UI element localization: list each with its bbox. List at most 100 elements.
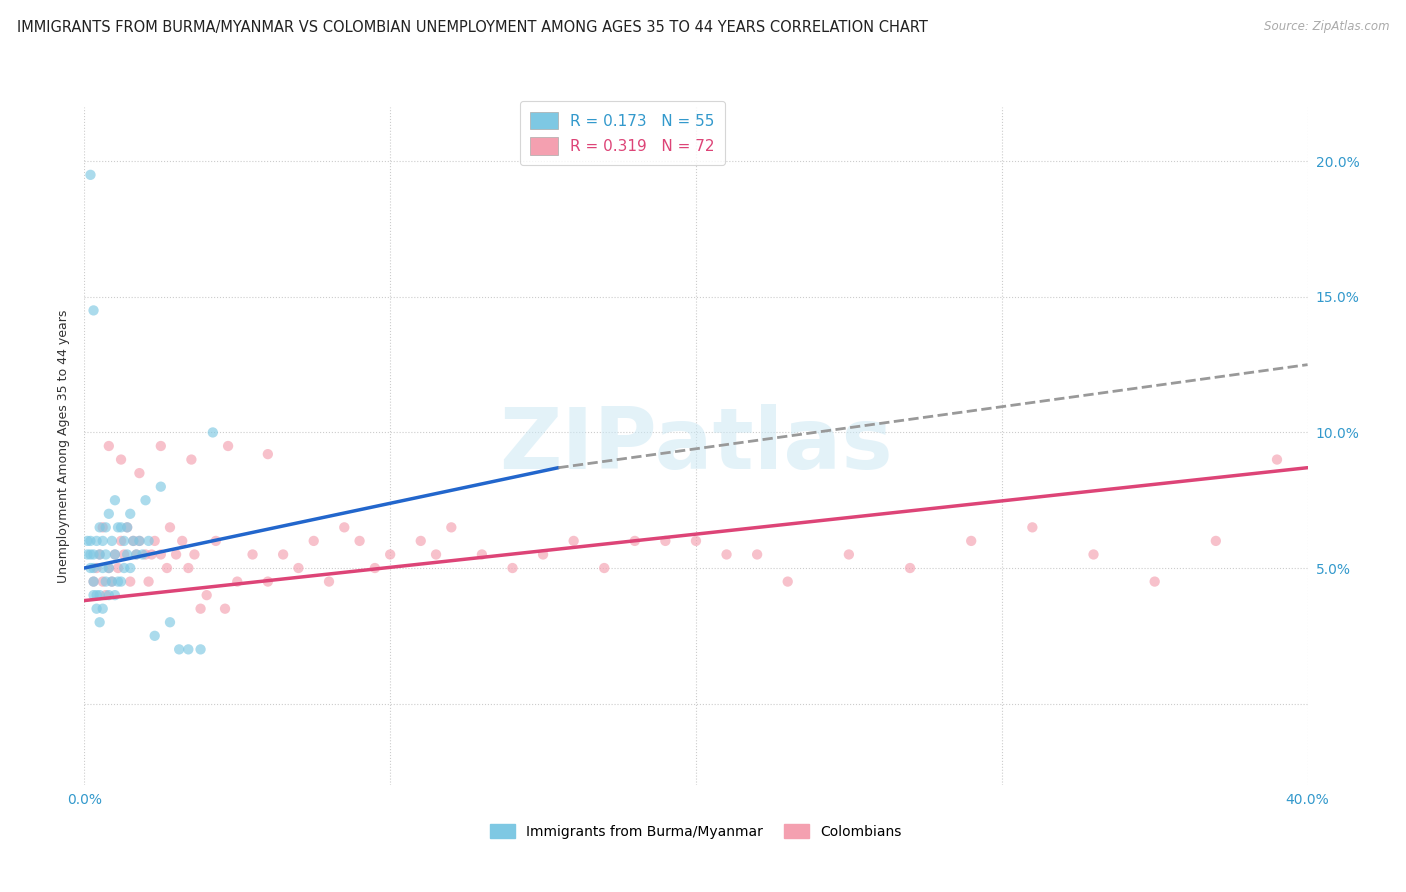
Point <box>115 548 138 562</box>
Point <box>201 425 224 440</box>
Point <box>302 533 325 548</box>
Text: ZIPatlas: ZIPatlas <box>499 404 893 488</box>
Point <box>97 507 120 521</box>
Point <box>115 520 138 534</box>
Point <box>149 548 172 562</box>
Point <box>112 561 135 575</box>
Point <box>143 629 166 643</box>
Point <box>89 548 111 562</box>
Point <box>138 574 160 589</box>
Point <box>195 588 218 602</box>
Point <box>654 533 676 548</box>
Point <box>1265 452 1288 467</box>
Point <box>104 548 127 562</box>
Point <box>214 601 236 615</box>
Point <box>1021 520 1043 534</box>
Point <box>76 548 98 562</box>
Point <box>86 601 108 615</box>
Point <box>318 574 340 589</box>
Point <box>128 466 150 480</box>
Point <box>91 601 114 615</box>
Point <box>101 574 124 589</box>
Point <box>471 548 494 562</box>
Point <box>125 548 148 562</box>
Text: Source: ZipAtlas.com: Source: ZipAtlas.com <box>1264 20 1389 33</box>
Point <box>177 561 200 575</box>
Point <box>107 574 129 589</box>
Point <box>97 439 120 453</box>
Point <box>91 520 114 534</box>
Point <box>257 574 280 589</box>
Point <box>83 588 105 602</box>
Point <box>226 574 249 589</box>
Point <box>960 533 983 548</box>
Point <box>838 548 860 562</box>
Point <box>502 561 524 575</box>
Point <box>112 533 135 548</box>
Point <box>440 520 463 534</box>
Point <box>180 452 202 467</box>
Point <box>149 480 172 494</box>
Point <box>183 548 205 562</box>
Point <box>190 601 212 615</box>
Point <box>159 520 181 534</box>
Point <box>747 548 769 562</box>
Point <box>217 439 239 453</box>
Point <box>624 533 647 548</box>
Point <box>83 548 105 562</box>
Point <box>97 561 120 575</box>
Point <box>242 548 264 562</box>
Point <box>333 520 356 534</box>
Point <box>79 548 101 562</box>
Text: IMMIGRANTS FROM BURMA/MYANMAR VS COLOMBIAN UNEMPLOYMENT AMONG AGES 35 TO 44 YEAR: IMMIGRANTS FROM BURMA/MYANMAR VS COLOMBI… <box>17 20 928 35</box>
Point <box>409 533 432 548</box>
Point <box>122 533 145 548</box>
Point <box>271 548 294 562</box>
Point <box>83 574 105 589</box>
Point <box>776 574 799 589</box>
Point <box>364 561 387 575</box>
Point <box>97 588 120 602</box>
Point <box>128 533 150 548</box>
Point <box>128 533 150 548</box>
Point <box>101 574 124 589</box>
Point <box>125 548 148 562</box>
Point <box>205 533 228 548</box>
Point <box>91 561 114 575</box>
Point <box>110 574 132 589</box>
Point <box>685 533 707 548</box>
Point <box>120 507 142 521</box>
Point <box>177 642 200 657</box>
Point <box>86 561 108 575</box>
Point <box>1205 533 1227 548</box>
Point <box>257 447 280 461</box>
Point <box>91 533 114 548</box>
Point <box>79 561 101 575</box>
Point <box>149 439 172 453</box>
Point <box>349 533 371 548</box>
Point <box>94 588 117 602</box>
Point <box>89 588 111 602</box>
Point <box>97 561 120 575</box>
Point <box>167 642 190 657</box>
Legend: Immigrants from Burma/Myanmar, Colombians: Immigrants from Burma/Myanmar, Colombian… <box>484 817 908 846</box>
Point <box>190 642 212 657</box>
Point <box>110 520 132 534</box>
Point <box>135 548 157 562</box>
Point <box>531 548 554 562</box>
Point <box>716 548 738 562</box>
Point <box>110 452 132 467</box>
Point <box>593 561 616 575</box>
Point <box>380 548 402 562</box>
Point <box>104 588 127 602</box>
Point <box>89 520 111 534</box>
Point <box>141 548 163 562</box>
Point <box>112 548 135 562</box>
Point <box>110 533 132 548</box>
Point <box>83 574 105 589</box>
Point <box>86 533 108 548</box>
Y-axis label: Unemployment Among Ages 35 to 44 years: Unemployment Among Ages 35 to 44 years <box>58 310 70 582</box>
Point <box>107 561 129 575</box>
Point <box>79 168 101 182</box>
Point <box>1143 574 1166 589</box>
